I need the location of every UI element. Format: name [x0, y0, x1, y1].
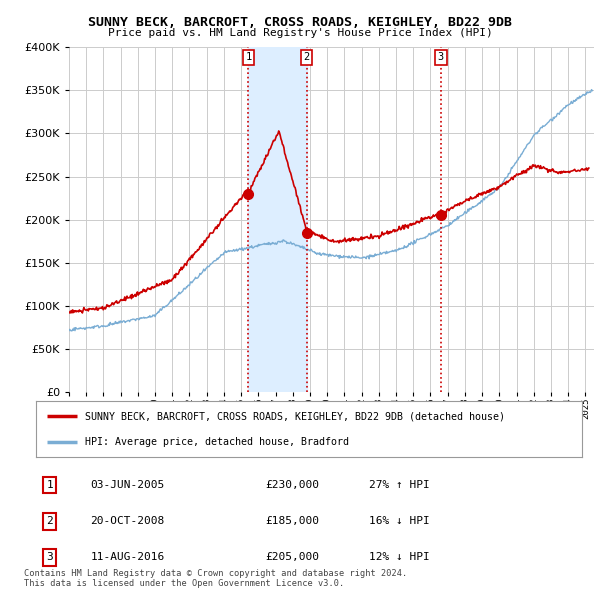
Text: SUNNY BECK, BARCROFT, CROSS ROADS, KEIGHLEY, BD22 9DB: SUNNY BECK, BARCROFT, CROSS ROADS, KEIGH… — [88, 16, 512, 29]
Text: 27% ↑ HPI: 27% ↑ HPI — [369, 480, 430, 490]
Text: Contains HM Land Registry data © Crown copyright and database right 2024.
This d: Contains HM Land Registry data © Crown c… — [24, 569, 407, 588]
Text: £185,000: £185,000 — [265, 516, 319, 526]
Bar — [248, 47, 307, 392]
Text: 1: 1 — [245, 53, 251, 63]
Text: 16% ↓ HPI: 16% ↓ HPI — [369, 516, 430, 526]
Text: 3: 3 — [46, 552, 53, 562]
Text: HPI: Average price, detached house, Bradford: HPI: Average price, detached house, Brad… — [85, 437, 349, 447]
Text: £230,000: £230,000 — [265, 480, 319, 490]
Text: 1: 1 — [46, 480, 53, 490]
Text: Price paid vs. HM Land Registry's House Price Index (HPI): Price paid vs. HM Land Registry's House … — [107, 28, 493, 38]
Text: SUNNY BECK, BARCROFT, CROSS ROADS, KEIGHLEY, BD22 9DB (detached house): SUNNY BECK, BARCROFT, CROSS ROADS, KEIGH… — [85, 411, 505, 421]
Text: £205,000: £205,000 — [265, 552, 319, 562]
Text: 20-OCT-2008: 20-OCT-2008 — [91, 516, 165, 526]
Text: 3: 3 — [437, 53, 444, 63]
Text: 12% ↓ HPI: 12% ↓ HPI — [369, 552, 430, 562]
Text: 03-JUN-2005: 03-JUN-2005 — [91, 480, 165, 490]
Text: 2: 2 — [304, 53, 310, 63]
Text: 11-AUG-2016: 11-AUG-2016 — [91, 552, 165, 562]
Text: 2: 2 — [46, 516, 53, 526]
